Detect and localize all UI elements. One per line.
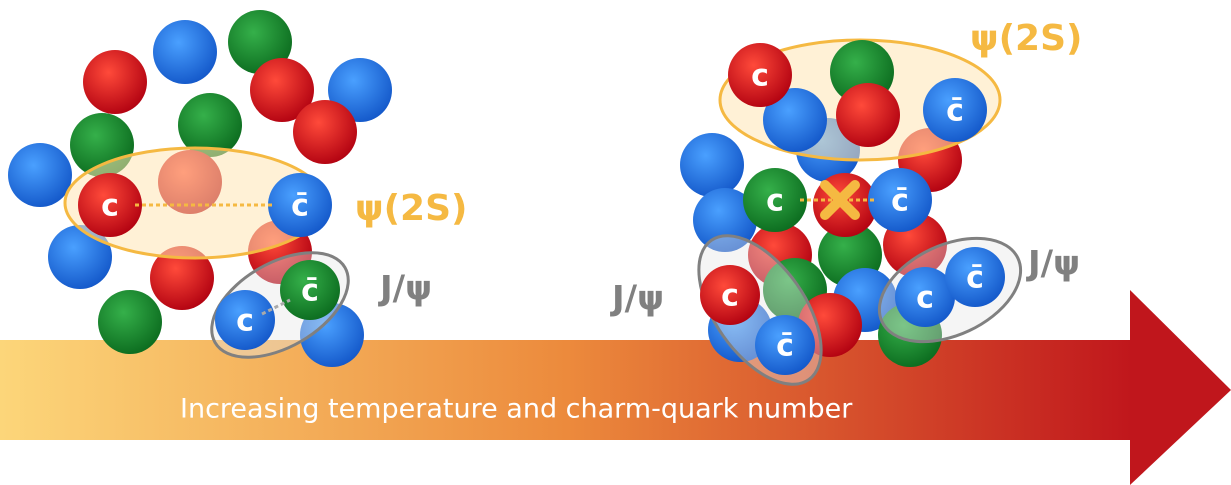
state-label: J/ψ — [378, 269, 432, 309]
state-label: ψ(2S) — [355, 188, 467, 229]
state-label: J/ψ — [610, 279, 664, 319]
quark-label: c — [236, 304, 254, 339]
state-label: ψ(2S) — [970, 18, 1082, 59]
quark-label: c — [721, 279, 739, 314]
quark-label: c — [916, 281, 934, 316]
quark-label: c — [101, 189, 119, 224]
left-cluster — [8, 10, 392, 379]
quark-label: c̄ — [966, 261, 984, 296]
diagram: Increasing temperature and charm-quark n… — [0, 0, 1231, 485]
quark-label: c — [766, 184, 784, 219]
quark-label: c̄ — [776, 329, 794, 364]
arrow-label: Increasing temperature and charm-quark n… — [180, 394, 853, 425]
quark-label: c — [751, 59, 769, 94]
quark-label: c̄ — [291, 189, 309, 224]
state-label: J/ψ — [1026, 244, 1080, 284]
quark-label: c̄ — [946, 94, 964, 129]
quark-label: c̄ — [301, 274, 319, 309]
quark-label: c̄ — [891, 184, 909, 219]
page: {"arrow": {"label": "Increasing temperat… — [0, 0, 1231, 485]
arrow — [0, 290, 1231, 485]
